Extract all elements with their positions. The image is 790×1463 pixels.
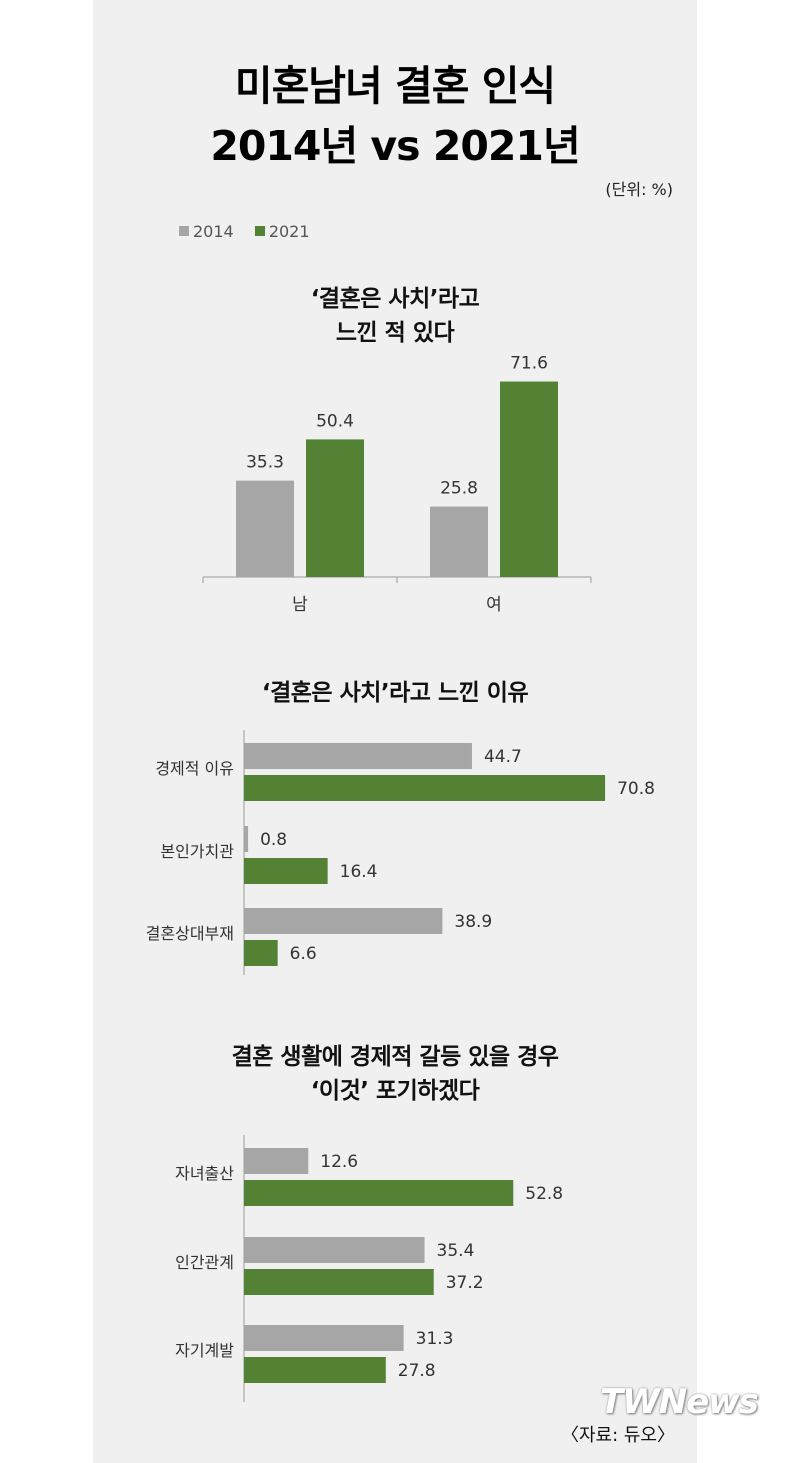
chart3-title-line2: ‘이것’ 포기하겠다 [310,1078,480,1104]
infographic-panel: 미혼남녀 결혼 인식 2014년 vs 2021년 (단위: %) 2014 2… [93,0,697,1463]
chart2-category-label: 본인가치관 [160,842,234,861]
chart3-bar [244,1148,309,1174]
main-title-line1: 미혼남녀 결혼 인식 [234,62,556,110]
chart3-bar [244,1325,404,1351]
chart1-data-label: 71.6 [510,354,548,374]
chart1-bar [500,381,558,577]
legend: 2014 2021 [179,221,326,241]
legend-swatch-2014 [179,226,189,236]
chart2-data-label: 38.9 [454,912,492,932]
chart2-data-label: 6.6 [290,944,317,964]
chart2-title: ‘결혼은 사치’라고 느낀 이유 [93,676,697,710]
chart1-title: ‘결혼은 사치’라고 느낀 적 있다 [93,282,697,350]
legend-label-2014: 2014 [193,221,234,241]
chart1-data-label: 50.4 [316,411,354,431]
chart3-data-label: 35.4 [437,1241,475,1261]
chart3-data-label: 12.6 [320,1152,358,1172]
chart3-category-label: 인간관계 [175,1253,234,1272]
chart3-bar [244,1269,434,1295]
chart3-category-label: 자녀출산 [175,1164,234,1183]
legend-swatch-2021 [254,226,265,236]
chart2-bar [244,826,249,852]
chart2-bar [244,858,328,884]
watermark-logo: TWNews [600,1382,759,1422]
chart2-category-label: 경제적 이유 [155,759,234,778]
chart2-horizontal-bar: 44.7 70.8 경제적 이유 0.8 16.4 본인가치관 38.9 6.6 결혼상대부재 [146,730,655,975]
chart1-data-label: 35.3 [246,453,284,473]
chart3-bar [244,1237,425,1263]
chart1-bar [430,506,488,577]
chart3-bar [244,1357,386,1383]
chart3-data-label: 52.8 [525,1184,563,1204]
chart1-category-label: 남 [292,595,308,615]
chart1-vertical-bar: 35.3 50.4 남 25.8 71.6 여 [202,354,592,615]
chart3-title: 결혼 생활에 경제적 갈등 있을 경우 ‘이것’ 포기하겠다 [93,1040,697,1108]
chart2-title-line1: ‘결혼은 사치’라고 느낀 이유 [261,680,529,706]
chart1-bar [306,439,364,577]
chart2-data-label: 16.4 [340,862,378,882]
unit-label: (단위: %) [605,180,673,199]
chart3-data-label: 31.3 [416,1329,454,1349]
source-label: 〈자료: 듀오〉 [560,1425,675,1446]
chart1-title-line2: 느낀 적 있다 [335,320,455,346]
chart2-data-label: 0.8 [260,830,287,850]
chart2-bar [244,775,606,801]
main-title-line2: 2014년 vs 2021년 [210,122,580,170]
legend-label-2021: 2021 [268,221,310,241]
chart3-data-label: 37.2 [446,1273,484,1293]
legend-item-2021: 2021 [254,221,310,241]
chart3-horizontal-bar: 12.6 52.8 자녀출산 35.4 37.2 인간관계 31.3 27.8 자기계발 [175,1135,563,1402]
chart3-title-line1: 결혼 생활에 경제적 갈등 있을 경우 [231,1044,559,1070]
chart2-bar [244,908,443,934]
chart1-data-label: 25.8 [440,479,478,499]
chart1-category-label: 여 [486,595,502,615]
chart1-title-line1: ‘결혼은 사치’라고 [310,286,480,312]
chart3-data-label: 27.8 [398,1361,436,1381]
chart2-bar [244,940,278,966]
chart3-category-label: 자기계발 [175,1341,234,1360]
chart2-data-label: 70.8 [617,779,655,799]
legend-item-2014: 2014 [179,222,234,241]
chart2-bar [244,743,472,769]
chart3-bar [244,1180,514,1206]
chart2-category-label: 결혼상대부재 [146,924,234,943]
chart1-bar [236,480,294,577]
chart2-data-label: 44.7 [484,747,522,767]
